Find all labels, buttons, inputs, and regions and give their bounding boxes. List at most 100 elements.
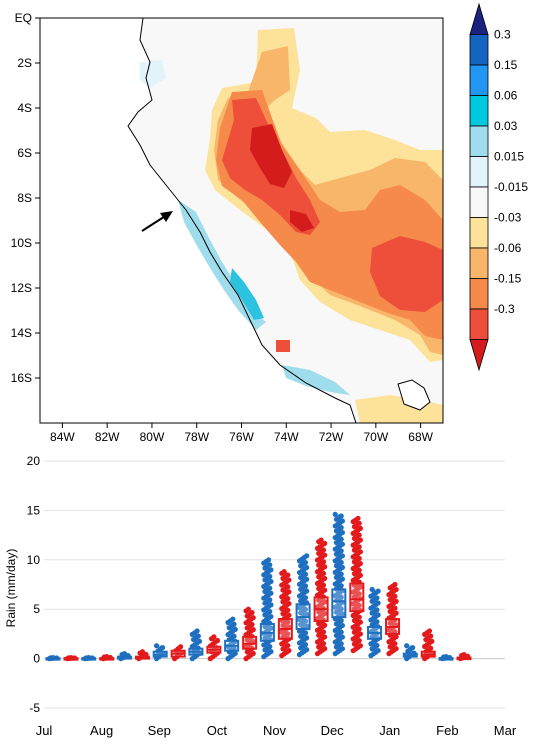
data-point [250, 627, 256, 633]
data-point [393, 645, 399, 652]
x-tick-label: Feb [436, 723, 458, 738]
data-point [320, 559, 327, 565]
box-oct [206, 634, 222, 662]
arrow-annotation [141, 211, 173, 232]
map-y-tick-label: 14S [11, 326, 32, 340]
y-tick-label: 10 [27, 553, 41, 567]
data-point [357, 619, 364, 625]
data-point [159, 644, 166, 651]
data-point [268, 590, 274, 596]
colorbar-arrow-bottom [469, 339, 489, 372]
y-tick-label: 0 [33, 652, 40, 666]
map-x-tick-label: 74W [274, 430, 299, 444]
colorbar-arrow-top [469, 2, 489, 35]
data-point [153, 643, 160, 649]
box-jul [63, 655, 79, 662]
data-point [322, 540, 328, 546]
data-point [214, 637, 221, 644]
data-point [339, 518, 346, 524]
data-point [322, 610, 328, 617]
data-point [302, 618, 309, 624]
map-y-tick-label: 4S [17, 101, 32, 115]
data-point [357, 525, 364, 531]
shade-deep-red-2 [290, 210, 314, 232]
x-axis-ticks: Jul Aug Sep Oct Nov Dec Jan Feb Mar [36, 723, 517, 738]
map-y-tick-label: EQ [15, 11, 32, 25]
colorbar-label: -0.15 [494, 272, 522, 286]
box-jan [385, 581, 401, 657]
data-point [404, 643, 410, 649]
data-point [268, 578, 274, 585]
data-point [302, 595, 309, 601]
data-point [286, 577, 292, 583]
data-point [267, 562, 273, 568]
data-point [338, 525, 344, 531]
data-point [356, 638, 362, 644]
box-oct2 [224, 616, 240, 662]
x-tick-label: Nov [263, 723, 287, 738]
colorbar-label: -0.3 [494, 302, 515, 316]
data-point [356, 591, 362, 597]
box-nov [277, 569, 293, 659]
box-jan2 [420, 628, 436, 662]
data-point [250, 650, 256, 657]
y-tick-label: -5 [29, 701, 40, 715]
map-x-tick-label: 76W [229, 430, 254, 444]
data-point [286, 647, 292, 654]
data-point [268, 567, 274, 573]
map-y-tick-label: 12S [11, 281, 32, 295]
y-tick-label: 5 [33, 602, 40, 616]
ocean-area [40, 18, 356, 423]
data-point [339, 576, 346, 582]
data-point [267, 585, 273, 591]
data-point [322, 646, 328, 652]
data-point [357, 631, 364, 637]
box-sep [134, 649, 150, 662]
colorbar-label: -0.03 [494, 211, 522, 225]
data-point [322, 622, 328, 628]
data-point [267, 608, 273, 615]
data-point [356, 626, 362, 632]
data-point [357, 549, 364, 555]
box-series [45, 511, 472, 662]
colorbar-swatch [469, 64, 489, 96]
x-tick-label: Aug [90, 723, 113, 738]
data-point [392, 593, 398, 599]
box-jul [45, 655, 61, 662]
map-x-tick-label: 80W [140, 430, 165, 444]
data-point [267, 573, 273, 580]
data-point [356, 532, 362, 538]
data-point [338, 536, 344, 542]
data-point [268, 613, 274, 620]
x-tick-label: Mar [494, 723, 517, 738]
box-feb [456, 652, 472, 662]
data-point [392, 581, 398, 588]
data-point [375, 588, 381, 594]
box-jan2 [402, 643, 418, 662]
colorbar-label: -0.06 [494, 241, 522, 255]
colorbar-label: 0.15 [494, 58, 518, 72]
data-point [429, 638, 435, 644]
data-point [338, 559, 344, 566]
data-point [322, 575, 328, 582]
data-point [286, 612, 292, 618]
data-point [356, 602, 362, 609]
box-feb [438, 654, 454, 662]
data-point [338, 583, 344, 589]
data-point [268, 625, 274, 631]
data-point [304, 647, 310, 653]
data-point [338, 594, 344, 600]
data-point [231, 645, 237, 651]
map-x-tick-label: 78W [184, 430, 209, 444]
data-point [339, 564, 346, 571]
data-point [304, 564, 310, 571]
data-point [356, 520, 362, 526]
data-point [393, 610, 399, 616]
data-point [374, 607, 380, 613]
data-point [285, 619, 291, 625]
data-point [374, 619, 380, 625]
data-point [268, 649, 274, 655]
data-point [177, 644, 184, 650]
data-point [302, 571, 309, 577]
box-oct [188, 628, 204, 662]
